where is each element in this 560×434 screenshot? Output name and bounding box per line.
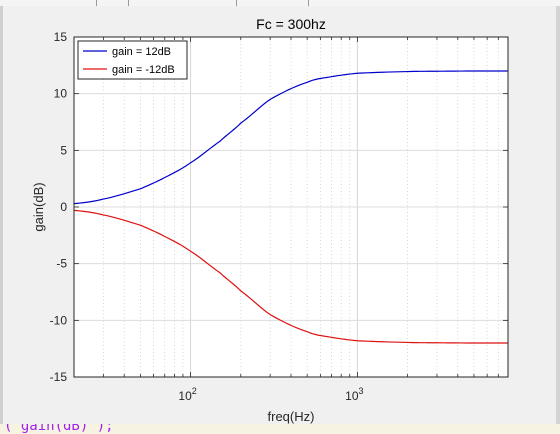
right-window-edge — [556, 6, 560, 426]
series-line-gain-minus-12dB — [73, 209, 508, 344]
toolbar-separator — [236, 0, 237, 6]
series-line-gain-12dB — [73, 70, 508, 205]
x-tick-label: 102 — [178, 386, 196, 403]
y-tick-label: 10 — [54, 87, 68, 101]
x-tick-base: 10 — [178, 389, 192, 403]
toolbar-separator — [308, 0, 309, 6]
legend-box — [77, 40, 188, 80]
legend: gain = 12dB gain = -12dB — [77, 40, 188, 80]
x-tick-exponent: 2 — [192, 386, 197, 396]
y-tick-label: 5 — [60, 143, 67, 157]
y-tick-label: -15 — [50, 370, 68, 384]
command-window-code-line: ('gain(dB)'); — [0, 424, 560, 434]
legend-label-gain-12dB: gain = 12dB — [112, 46, 171, 58]
x-tick-base: 10 — [345, 389, 359, 403]
ticks — [73, 36, 509, 378]
y-tick-label: 0 — [60, 200, 67, 214]
y-tick-labels: 15 10 5 0 -5 -10 -15 — [50, 30, 68, 384]
y-tick-label: -5 — [56, 257, 67, 271]
figure-canvas: 15 10 5 0 -5 -10 -15 102 103 Fc = 300hz freq(Hz… — [3, 6, 556, 426]
chart-title: Fc = 300hz — [256, 16, 326, 32]
series-lines — [73, 70, 508, 344]
toolbar-separator — [96, 0, 97, 6]
x-tick-labels: 102 103 — [178, 386, 363, 403]
y-tick-label: -10 — [50, 313, 68, 327]
y-axis-label: gain(dB) — [31, 182, 46, 231]
toolbar-separator — [128, 0, 129, 6]
code-fragment: ('gain(dB)'); — [4, 424, 114, 434]
left-window-edge — [0, 6, 3, 426]
x-tick-exponent: 3 — [359, 386, 364, 396]
legend-label-gain-minus-12dB: gain = -12dB — [112, 64, 175, 76]
x-axis-label: freq(Hz) — [268, 409, 315, 424]
y-tick-label: 15 — [54, 30, 68, 44]
x-tick-label: 103 — [345, 386, 363, 403]
